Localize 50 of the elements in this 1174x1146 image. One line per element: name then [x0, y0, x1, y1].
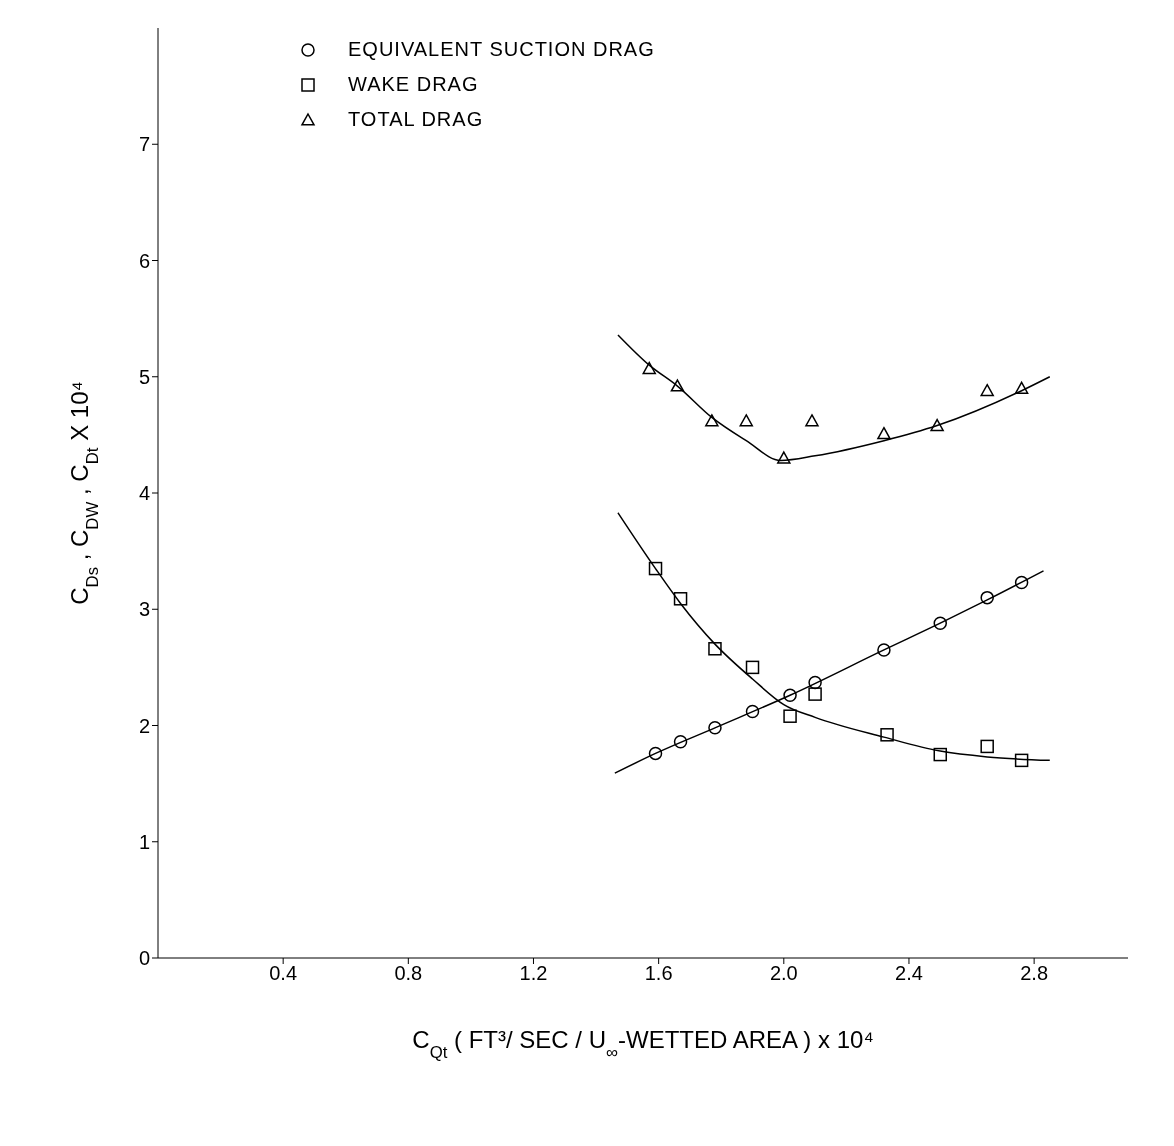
- point: [933, 747, 948, 762]
- point: [805, 414, 819, 427]
- point: [1014, 381, 1029, 394]
- x-tick-label: 2.8: [1020, 962, 1049, 985]
- point: [933, 616, 948, 630]
- point: [673, 592, 688, 606]
- x-tick-label: 0.4: [269, 962, 298, 985]
- x-tick-label: 0.8: [394, 962, 423, 985]
- point: [980, 739, 994, 754]
- legend-label: WAKE DRAG: [348, 73, 479, 96]
- point: [739, 414, 754, 427]
- point: [648, 561, 663, 576]
- point: [777, 451, 791, 464]
- x-tick-label: 2.4: [895, 962, 923, 985]
- point: [877, 426, 891, 440]
- point: [670, 379, 685, 392]
- point: [705, 414, 719, 427]
- x-axis-title: C$_{Qt}$ ( FT³/ SEC / U$_{∞}$-WETTED AREA ) x 10⁴: [412, 1026, 874, 1062]
- point: [642, 361, 657, 375]
- point: [648, 746, 663, 761]
- x-tick-label: 1.2: [519, 962, 548, 985]
- point: [708, 642, 722, 656]
- line-series: [617, 334, 1051, 462]
- point: [980, 383, 994, 397]
- point: [980, 590, 994, 605]
- legend-label: EQUIVALENT SUCTION DRAG: [348, 38, 655, 61]
- legend-label: TOTAL DRAG: [348, 108, 484, 131]
- point: [745, 704, 760, 719]
- y-tick-label: 6: [138, 249, 150, 272]
- y-tick-label: 3: [138, 598, 150, 621]
- point: [745, 660, 760, 675]
- y-tick-label: 4: [138, 482, 150, 505]
- point: [1014, 575, 1029, 590]
- point: [673, 735, 688, 749]
- y-tick-label: 0: [138, 947, 150, 970]
- point: [930, 418, 944, 432]
- x-tick-label: 1.6: [644, 962, 673, 985]
- point: [783, 709, 797, 723]
- point: [1014, 753, 1029, 768]
- point: [808, 687, 822, 701]
- y-tick-label: 2: [138, 714, 150, 737]
- point: [783, 688, 797, 703]
- point: [708, 721, 722, 735]
- y-tick-label: 1: [138, 830, 150, 853]
- y-tick-label: 5: [138, 365, 150, 388]
- point: [808, 675, 822, 690]
- point: [877, 643, 891, 657]
- y-tick-label: 7: [138, 133, 150, 156]
- point: [880, 728, 894, 742]
- x-tick-label: 2.0: [769, 962, 798, 985]
